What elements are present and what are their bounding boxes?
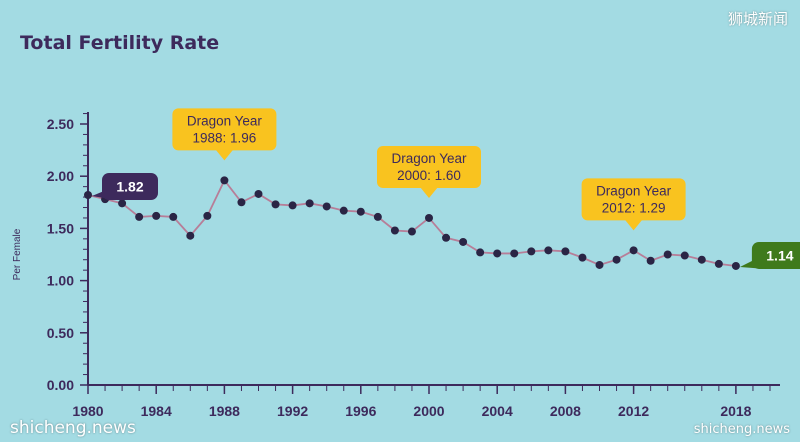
annotation-value: 1988: 1.96 [192,130,256,145]
x-tick-label: 2004 [482,403,513,419]
x-tick-label: 1984 [141,403,172,419]
data-point [390,226,399,235]
data-point [646,256,655,265]
data-point [186,231,195,240]
data-point [220,176,229,185]
data-point [152,211,161,220]
x-tick-label: 2018 [720,403,751,419]
data-point [578,253,587,262]
x-tick-label: 1980 [72,403,103,419]
dragon-year-annotation: Dragon Year 2000: 1.60 [377,145,481,198]
data-point [544,246,553,255]
annotation-box [172,108,277,151]
annotation-box [377,145,481,188]
annotation-pointer [420,186,438,198]
annotation-value: 2000: 1.60 [397,168,461,183]
x-tick-label: 2012 [618,403,649,419]
y-tick-label: 1.00 [47,273,74,289]
y-tick-label: 1.50 [47,220,74,236]
data-point [305,199,314,208]
watermark-bottom-left: shicheng.news [10,418,136,438]
annotation-box [581,178,686,221]
data-point [510,249,519,258]
y-tick-label: 2.00 [47,168,74,184]
data-point [322,202,331,211]
data-point [459,237,468,246]
data-point [271,200,280,209]
callout-box [102,172,158,200]
annotation-pointer [215,149,234,161]
data-point [237,198,246,207]
data-point [731,261,740,270]
data-point [493,249,502,258]
callout-pointer [92,190,116,200]
annotation-pointer [624,219,643,231]
callout-value: 1.82 [116,178,143,194]
data-point [356,207,365,216]
annotation-value: 2012: 1.29 [602,200,666,215]
callout-pointer [739,259,766,269]
data-point [561,247,570,256]
data-point [407,227,416,236]
y-axis-label: Per Female [12,228,23,280]
data-point [254,189,263,198]
callout-box [751,241,800,269]
x-tick-label: 1996 [345,403,376,419]
dragon-year-annotation: Dragon Year 1988: 1.96 [172,108,277,161]
x-tick-label: 1992 [277,403,308,419]
data-point [680,251,689,260]
x-tick-label: 2000 [413,403,444,419]
data-point [527,247,536,256]
start-value-callout: 1.82 [92,172,158,200]
data-point [425,213,433,222]
data-point [714,259,723,268]
x-tick-label: 2008 [550,403,581,419]
dragon-year-annotation: Dragon Year 2012: 1.29 [581,178,686,231]
data-point [118,199,127,208]
data-point [169,212,178,221]
callout-value: 1.14 [766,247,793,263]
data-point [203,211,212,220]
annotation-title: Dragon Year [596,183,672,198]
data-point [339,206,348,215]
data-point [442,233,451,242]
data-point [84,190,92,199]
data-point [697,255,706,264]
annotation-title: Dragon Year [391,151,467,166]
data-point [629,246,638,255]
data-point [373,212,382,221]
y-tick-label: 0.50 [47,325,74,341]
data-point [595,260,604,269]
y-tick-label: 2.50 [47,116,74,132]
data-point [476,248,485,257]
annotation-title: Dragon Year [187,113,263,128]
x-tick-label: 1988 [209,403,240,419]
chart-title: Total Fertility Rate [20,32,220,54]
watermark-top-right: 狮城新闻 [727,10,788,28]
data-point [663,250,672,259]
y-tick-label: 0.00 [47,377,74,393]
data-point [612,255,621,264]
data-point [288,201,297,210]
watermark-bottom-right: shicheng.news [693,422,790,437]
data-point [135,212,144,221]
end-value-callout: 1.14 [739,241,800,269]
